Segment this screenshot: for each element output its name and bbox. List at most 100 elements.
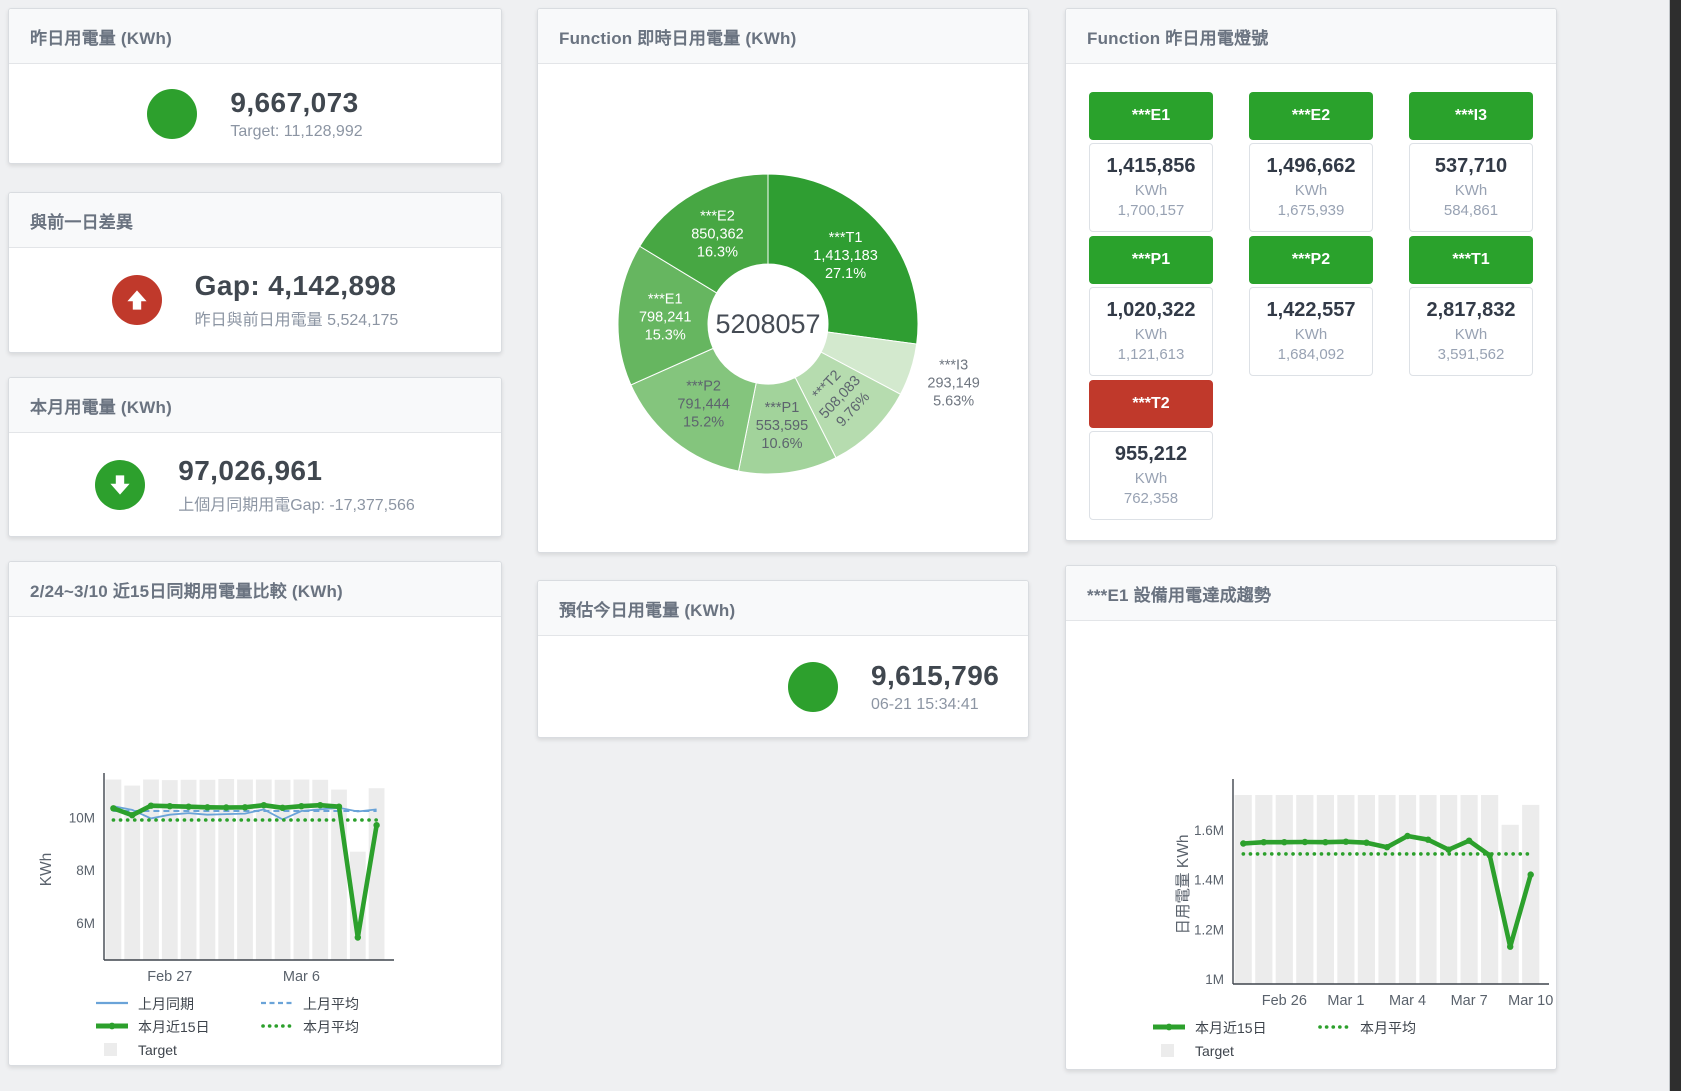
tile-prev-value: 1,675,939 — [1277, 202, 1345, 219]
window-edge — [1669, 0, 1681, 1091]
tile-header: ***P1 — [1089, 236, 1213, 284]
status-circle-icon — [788, 661, 838, 712]
svg-text:8M: 8M — [76, 863, 95, 878]
tile-header: ***I3 — [1409, 92, 1533, 140]
chart-legend: 上月同期 上月平均本月近15日 本月平均 Target — [95, 993, 501, 1060]
donut-slice-p2[interactable] — [630, 347, 757, 472]
status-tile-e1: ***E1 1,415,856 KWh 1,700,157 — [1089, 92, 1213, 232]
stat-value: Gap: 4,142,898 — [194, 270, 397, 301]
donut-slice-label: ***P1 553,595 10.6% — [756, 400, 808, 452]
donut-slice-label: ***I3 293,149 5.63% — [927, 358, 979, 410]
panel-header: 2/24~3/10 近15日同期用電量比較 (KWh) — [9, 562, 501, 617]
panel-title: Function 昨日用電燈號 — [1087, 28, 1269, 48]
tile-prev-value: 1,121,613 — [1117, 346, 1185, 363]
panel-prev-day-gap: 與前一日差異 Gap: 4,142,898 昨日與前日用電量 5,524,175 — [8, 192, 502, 353]
svg-text:日用電量 KWh: 日用電量 KWh — [1175, 835, 1192, 935]
legend-label: 本月平均 — [303, 1018, 359, 1035]
legend-item-e1_trend-0[interactable]: 本月近15日 — [1152, 1017, 1317, 1038]
donut-chart[interactable]: ***T1 1,413,183 27.1%***I3 293,149 5.63%***T… — [538, 64, 1028, 554]
tile-prev-value: 584,861 — [1443, 202, 1499, 219]
chart-legend: 本月近15日 本月平均 Target — [1152, 1017, 1556, 1061]
tile-prev-value: 1,700,157 — [1117, 202, 1185, 219]
tile-body: 2,817,832 KWh 3,591,562 — [1409, 287, 1533, 376]
panel-title: 本月用電量 (KWh) — [30, 397, 172, 417]
legend-label: 本月近15日 — [1195, 1019, 1267, 1036]
arrow-down-icon — [95, 459, 146, 510]
legend-swatch-dotted — [1318, 1025, 1351, 1029]
comparison-chart[interactable]: 6M 8M 10M Feb 27 Mar 6 KWh — [9, 617, 501, 989]
svg-text:Feb 26: Feb 26 — [1262, 993, 1307, 1009]
panel-15day-comparison: 2/24~3/10 近15日同期用電量比較 (KWh) 6M 8M 10M Feb 2… — [8, 561, 502, 1066]
tile-unit: KWh — [1294, 326, 1328, 343]
panel-yesterday-usage: 昨日用電量 (KWh) 9,667,073 Target: 11,128,992 — [8, 8, 502, 164]
svg-text:Mar 4: Mar 4 — [1389, 993, 1426, 1009]
donut-slice-t1[interactable] — [767, 173, 919, 345]
stat-value: 9,615,796 — [871, 659, 1000, 691]
legend-item-compare15-0[interactable]: 上月同期 — [95, 993, 260, 1014]
tile-unit: KWh — [1134, 182, 1168, 199]
legend-label: Target — [138, 1041, 177, 1058]
legend-label: 上月同期 — [138, 995, 194, 1012]
panel-title: 2/24~3/10 近15日同期用電量比較 (KWh) — [30, 581, 343, 601]
legend-item-compare15-2[interactable]: 本月近15日 — [95, 1016, 260, 1037]
tile-value: 955,212 — [1114, 443, 1188, 465]
svg-text:1M: 1M — [1205, 972, 1224, 987]
panel-title: 預估今日用電量 (KWh) — [559, 600, 736, 620]
panel-e1-trend: ***E1 設備用電達成趨勢 1M 1.2M 1.4M 1.6M Feb 26 Mar 1… — [1065, 565, 1557, 1070]
tile-header: ***P2 — [1249, 236, 1373, 284]
svg-text:1.4M: 1.4M — [1194, 873, 1224, 888]
legend-swatch-thin — [96, 1001, 128, 1005]
svg-text:Mar 7: Mar 7 — [1451, 993, 1488, 1009]
donut-slice-e1[interactable] — [617, 245, 718, 386]
legend-label: 本月平均 — [1360, 1019, 1416, 1036]
svg-text:6M: 6M — [76, 916, 95, 931]
tile-prev-value: 1,684,092 — [1277, 346, 1345, 363]
legend-swatch-dashed — [261, 1001, 293, 1005]
tile-prev-value: 762,358 — [1123, 490, 1179, 507]
tile-body: 537,710 KWh 584,861 — [1409, 143, 1533, 232]
donut-slice-label: ***E1 798,241 15.3% — [639, 291, 691, 343]
stat-body: 97,026,961 上個月同期用電Gap: -17,377,566 — [9, 433, 501, 536]
stat-subtext: 昨日與前日用電量 5,524,175 — [194, 312, 399, 329]
legend-swatch-box — [104, 1043, 117, 1056]
panel-header: 與前一日差異 — [9, 193, 501, 248]
legend-item-compare15-4[interactable]: Target — [95, 1039, 260, 1060]
stat-value: 9,667,073 — [230, 86, 359, 118]
chart-body: 1M 1.2M 1.4M 1.6M Feb 26 Mar 1 Mar 4 Mar 7 Mar 1… — [1066, 621, 1556, 1061]
trend-chart[interactable]: 1M 1.2M 1.4M 1.6M Feb 26 Mar 1 Mar 4 Mar 7 Mar 1… — [1066, 621, 1556, 1013]
status-tile-p2: ***P2 1,422,557 KWh 1,684,092 — [1249, 236, 1373, 376]
stat-subtext: 06-21 15:34:41 — [871, 695, 979, 713]
tile-body: 1,415,856 KWh 1,700,157 — [1089, 143, 1213, 232]
legend-item-e1_trend-1[interactable]: 本月平均 — [1317, 1017, 1482, 1038]
tile-unit: KWh — [1294, 182, 1328, 199]
status-tile-grid: ***E1 1,415,856 KWh 1,700,157 ***E2 1,496,662… — [1066, 64, 1556, 520]
legend-swatch-thick — [1153, 1023, 1185, 1031]
svg-text:Mar 6: Mar 6 — [283, 969, 320, 985]
legend-swatch-dotted — [261, 1024, 294, 1028]
donut-center-total: 5208057 — [715, 309, 820, 339]
panel-header: Function 昨日用電燈號 — [1066, 9, 1556, 64]
donut-slice-label: ***E2 850,362 16.3% — [691, 208, 743, 260]
tile-body: 1,020,322 KWh 1,121,613 — [1089, 287, 1213, 376]
legend-label: 本月近15日 — [138, 1018, 210, 1035]
tile-header: ***E1 — [1089, 92, 1213, 140]
legend-item-compare15-1[interactable]: 上月平均 — [260, 993, 425, 1014]
tile-body: 1,496,662 KWh 1,675,939 — [1249, 143, 1373, 232]
panel-status-tiles: Function 昨日用電燈號 ***E1 1,415,856 KWh 1,700,1… — [1065, 8, 1557, 541]
status-tile-t2: ***T2 955,212 KWh 762,358 — [1089, 380, 1213, 520]
panel-month-usage: 本月用電量 (KWh) 97,026,961 上個月同期用電Gap: -17,3… — [8, 377, 502, 537]
tile-value: 1,020,322 — [1106, 299, 1196, 321]
tile-header: ***E2 — [1249, 92, 1373, 140]
tile-value: 537,710 — [1434, 155, 1508, 177]
tile-unit: KWh — [1454, 326, 1488, 343]
tile-body: 1,422,557 KWh 1,684,092 — [1249, 287, 1373, 376]
donut-slice-e2[interactable] — [639, 173, 769, 294]
panel-title: Function 即時日用電量 (KWh) — [559, 28, 797, 48]
legend-swatch-thick — [96, 1022, 128, 1030]
svg-text:KWh: KWh — [38, 853, 55, 887]
legend-item-e1_trend-2[interactable]: Target — [1152, 1040, 1317, 1061]
stat-subtext: 上個月同期用電Gap: -17,377,566 — [178, 496, 415, 514]
legend-item-compare15-3[interactable]: 本月平均 — [260, 1016, 425, 1037]
panel-title: ***E1 設備用電達成趨勢 — [1087, 585, 1272, 605]
